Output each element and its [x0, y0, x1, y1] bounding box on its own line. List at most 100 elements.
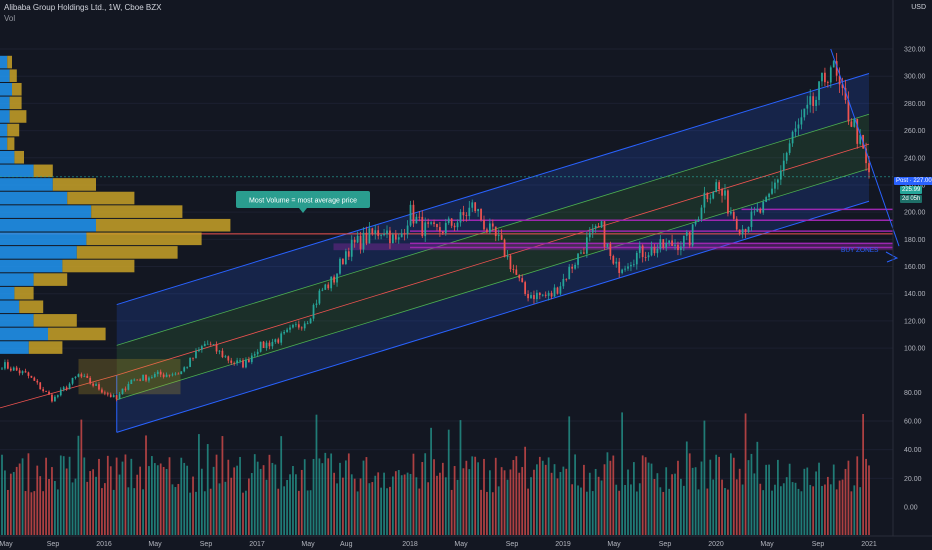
volume-profile-up-bar: [0, 82, 12, 96]
volume-bar: [471, 456, 474, 535]
buy-zones-label: BUY ZONES: [841, 247, 879, 254]
volume-bar: [765, 464, 768, 535]
volume-bar: [371, 482, 374, 535]
candle-body: [321, 289, 324, 291]
candle-body: [812, 96, 815, 106]
volume-bar: [785, 477, 788, 535]
candle-body: [738, 229, 741, 235]
volume-bar: [841, 479, 844, 535]
volume-profile-up-bar: [0, 341, 29, 354]
volume-bar: [142, 489, 144, 535]
volume-indicator-label[interactable]: Vol: [4, 14, 16, 23]
volume-bar: [368, 483, 371, 535]
volume-bar: [641, 455, 644, 535]
volume-bar: [659, 487, 662, 535]
candle-body: [183, 367, 186, 372]
volume-bar: [106, 455, 109, 535]
volume-profile-down-bar: [33, 314, 77, 327]
candle-body: [245, 359, 247, 368]
volume-profile-down-bar: [14, 286, 34, 300]
x-tick-label: 2021: [861, 541, 877, 548]
candle-body: [741, 228, 744, 235]
volume-bar: [392, 476, 394, 535]
candle-body: [189, 357, 191, 367]
symbol-title[interactable]: Alibaba Group Holdings Ltd., 1W, Cboe BZ…: [4, 3, 162, 12]
volume-bar: [418, 488, 421, 535]
candle-body: [538, 292, 541, 296]
candle-body: [392, 234, 394, 244]
volume-bar: [774, 484, 776, 535]
volume-bar: [295, 474, 297, 535]
volume-bar: [835, 489, 838, 535]
volume-bar: [86, 481, 89, 535]
range-box: [78, 358, 181, 395]
candle-body: [821, 72, 823, 82]
y-axis: 320.00 300.00 280.00 260.00 240.00 220.00 200.…: [904, 47, 926, 512]
candle-body: [633, 264, 635, 266]
candle-body: [371, 228, 374, 234]
volume-bar: [206, 444, 209, 535]
candle-body: [682, 235, 685, 247]
volume-profile-up-bar: [0, 191, 68, 205]
candle-body: [803, 108, 806, 118]
volume-bar: [815, 471, 817, 535]
volume-bar: [618, 490, 621, 535]
candle-body: [630, 264, 632, 267]
candle-body: [744, 228, 747, 233]
candle-body: [865, 148, 867, 164]
volume-bar: [530, 477, 532, 535]
candle-body: [829, 67, 832, 83]
candle-body: [318, 290, 321, 304]
volume-bar: [597, 476, 600, 535]
volume-bar: [224, 481, 227, 535]
volume-bar: [433, 459, 435, 535]
candle-body: [759, 209, 762, 213]
volume-bar: [512, 460, 515, 535]
volume-bar: [483, 458, 485, 535]
y-tick-label: 220.00: [904, 182, 926, 189]
candle-body: [577, 253, 579, 265]
candle-body: [480, 208, 482, 221]
candle-body: [101, 389, 103, 393]
candle-body: [671, 240, 673, 246]
volume-profile-down-bar: [9, 69, 17, 82]
x-tick-label: May: [454, 541, 468, 548]
candle-body: [847, 100, 850, 122]
volume-bar: [768, 464, 770, 535]
candle-body: [568, 266, 571, 280]
volume-bar: [794, 482, 797, 535]
volume-bar: [674, 473, 676, 535]
volume-bar: [456, 479, 459, 535]
volume-bar: [853, 485, 856, 535]
volume-bar: [271, 462, 274, 535]
candle-body: [779, 170, 782, 180]
candle-body: [506, 255, 509, 258]
candle-body: [735, 218, 738, 230]
buy-zone-band: [333, 243, 893, 251]
volume-bar: [101, 488, 103, 535]
candle-body: [268, 342, 271, 347]
volume-bar: [662, 491, 665, 535]
candle-body: [721, 189, 723, 196]
candle-body: [36, 380, 39, 383]
volume-bar: [844, 468, 847, 535]
volume-bar: [735, 479, 738, 535]
x-tick-label: Aug: [340, 541, 353, 548]
candle-body: [400, 233, 403, 238]
volume-bar: [724, 488, 726, 535]
volume-bar: [133, 488, 136, 535]
volume-profile-down-bar: [76, 246, 178, 259]
volume-bar: [321, 463, 324, 535]
volume-bar: [441, 462, 444, 535]
volume-bar: [303, 459, 306, 535]
candle-body: [453, 225, 456, 228]
volume-bar: [744, 413, 747, 535]
volume-bar: [759, 483, 762, 535]
volume-profile-up-bar: [0, 273, 34, 286]
volume-bar: [389, 486, 391, 535]
volume-profile-down-bar: [67, 191, 135, 205]
candle-body: [253, 354, 256, 356]
volume-bar: [30, 492, 33, 535]
